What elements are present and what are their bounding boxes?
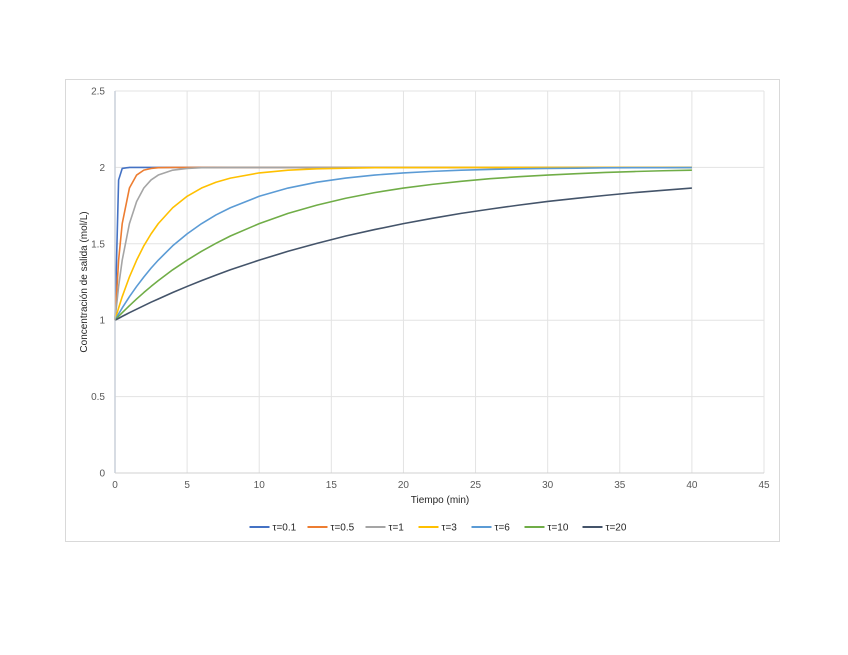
legend-label-5: τ=10	[548, 523, 569, 534]
y-axis-label: Concentración de salida (mol/L)	[79, 211, 90, 352]
x-axis-label: Tiempo (min)	[411, 495, 470, 506]
y-tick-label: 1	[99, 316, 105, 327]
legend-label-3: τ=3	[442, 523, 458, 534]
x-tick-label: 40	[686, 480, 698, 491]
x-tick-label: 20	[398, 480, 410, 491]
y-tick-label: 0	[99, 469, 105, 480]
legend-label-4: τ=6	[495, 523, 511, 534]
series-line-4	[114, 166, 692, 321]
x-tick-label: 15	[326, 480, 338, 491]
legend-label-6: τ=20	[606, 523, 627, 534]
x-tick-label: 35	[614, 480, 626, 491]
x-tick-label: 0	[112, 480, 118, 491]
series-line-6	[114, 187, 692, 321]
x-tick-label: 45	[758, 480, 770, 491]
legend-label-2: τ=1	[389, 523, 405, 534]
series-lines	[114, 91, 692, 473]
x-tick-label: 5	[184, 480, 190, 491]
x-tick-label: 10	[254, 480, 266, 491]
x-tick-label: 30	[542, 480, 554, 491]
x-tick-label: 25	[470, 480, 482, 491]
y-tick-label: 2.5	[91, 87, 105, 98]
tick-labels: 0 0.5 1 1.5 2 2.5 0 5 10 15 20 25 30 35 40 45	[91, 87, 770, 492]
chart-area	[65, 79, 780, 542]
axes	[114, 91, 764, 474]
series-line-3	[114, 166, 692, 321]
y-tick-label: 1.5	[91, 239, 105, 250]
series-line-5	[114, 169, 692, 321]
legend-label-1: τ=0.5	[331, 523, 355, 534]
y-tick-label: 0.5	[91, 392, 105, 403]
legend: τ=0.1 τ=0.5 τ=1 τ=3 τ=6 τ=10 τ=20	[249, 523, 627, 534]
y-tick-label: 2	[99, 163, 105, 174]
gridlines	[114, 90, 765, 474]
legend-label-0: τ=0.1	[273, 523, 297, 534]
